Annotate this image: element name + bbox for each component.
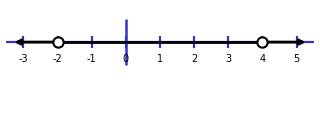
Text: 0: 0 bbox=[123, 54, 129, 64]
Point bbox=[55, 41, 60, 43]
Text: 5: 5 bbox=[293, 54, 300, 64]
Text: 2: 2 bbox=[191, 54, 197, 64]
Text: 3: 3 bbox=[225, 54, 231, 64]
Text: -1: -1 bbox=[87, 54, 97, 64]
Text: 1: 1 bbox=[157, 54, 163, 64]
Point bbox=[260, 41, 265, 43]
Text: -2: -2 bbox=[53, 54, 62, 64]
Text: 4: 4 bbox=[259, 54, 266, 64]
Text: -3: -3 bbox=[19, 54, 28, 64]
